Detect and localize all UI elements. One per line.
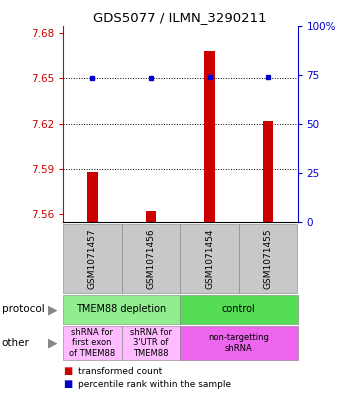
Text: ■: ■ [63,379,72,389]
Text: control: control [222,305,256,314]
Text: other: other [2,338,30,348]
Text: shRNA for
3'UTR of
TMEM88: shRNA for 3'UTR of TMEM88 [130,328,172,358]
Text: TMEM88 depletion: TMEM88 depletion [76,305,167,314]
Bar [87,172,98,222]
Text: non-targetting
shRNA: non-targetting shRNA [208,333,269,353]
Text: GSM1071454: GSM1071454 [205,228,214,288]
Bar [204,51,215,222]
Text: transformed count: transformed count [78,367,163,376]
Text: GSM1071457: GSM1071457 [88,228,97,289]
Text: protocol: protocol [2,305,45,314]
Text: ▶: ▶ [48,303,57,316]
Bar [263,121,273,222]
Bar [146,211,156,222]
Text: shRNA for
first exon
of TMEM88: shRNA for first exon of TMEM88 [69,328,115,358]
Text: percentile rank within the sample: percentile rank within the sample [78,380,231,389]
Text: GSM1071456: GSM1071456 [147,228,155,289]
Text: GSM1071455: GSM1071455 [264,228,273,289]
Title: GDS5077 / ILMN_3290211: GDS5077 / ILMN_3290211 [94,11,267,24]
Text: ■: ■ [63,366,72,376]
Text: ▶: ▶ [48,336,57,349]
